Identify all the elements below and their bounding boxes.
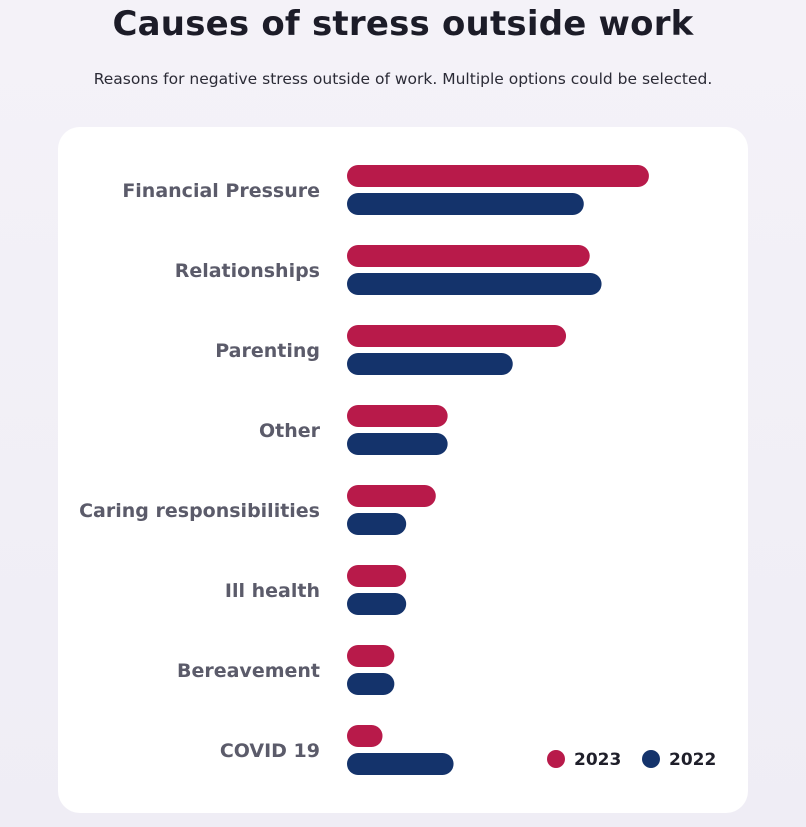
- legend: 2023 2022: [547, 750, 716, 770]
- bar-2022-ill-health: [347, 593, 407, 615]
- bar-2022-caring-responsibilities: [347, 513, 407, 535]
- bar-2022-financial-pressure: [347, 193, 584, 215]
- category-label-covid-19: COVID 19: [220, 740, 320, 762]
- bar-2023-covid-19: [347, 725, 383, 747]
- bar-2022-covid-19: [347, 753, 454, 775]
- legend-swatch-2022: [642, 750, 660, 768]
- bar-2023-bereavement: [347, 645, 395, 667]
- bar-2023-parenting: [347, 325, 567, 347]
- bar-2022-parenting: [347, 353, 513, 375]
- category-labels: Financial Pressure Relationships Parenting…: [79, 180, 321, 762]
- category-label-bereavement: Bereavement: [177, 660, 320, 682]
- category-label-ill-health: Ill health: [225, 580, 320, 602]
- bar-2022-other: [347, 433, 448, 455]
- page-subtitle: Reasons for negative stress outside of w…: [93, 70, 713, 88]
- category-label-caring-responsibilities: Caring responsibilities: [79, 500, 320, 522]
- bar-2023-financial-pressure: [347, 165, 649, 187]
- bars: [347, 165, 649, 775]
- bar-2023-relationships: [347, 245, 590, 267]
- chart-card: [58, 127, 748, 813]
- category-label-financial-pressure: Financial Pressure: [122, 180, 320, 202]
- bar-2023-caring-responsibilities: [347, 485, 436, 507]
- category-label-other: Other: [259, 420, 321, 442]
- legend-label-2022: 2022: [669, 750, 716, 770]
- category-label-relationships: Relationships: [175, 260, 320, 282]
- bar-2022-relationships: [347, 273, 602, 295]
- page-title: Causes of stress outside work: [112, 4, 694, 44]
- legend-swatch-2023: [547, 750, 565, 768]
- bar-2023-other: [347, 405, 448, 427]
- legend-label-2023: 2023: [574, 750, 621, 770]
- bar-2022-bereavement: [347, 673, 395, 695]
- bar-2023-ill-health: [347, 565, 407, 587]
- category-label-parenting: Parenting: [215, 340, 320, 362]
